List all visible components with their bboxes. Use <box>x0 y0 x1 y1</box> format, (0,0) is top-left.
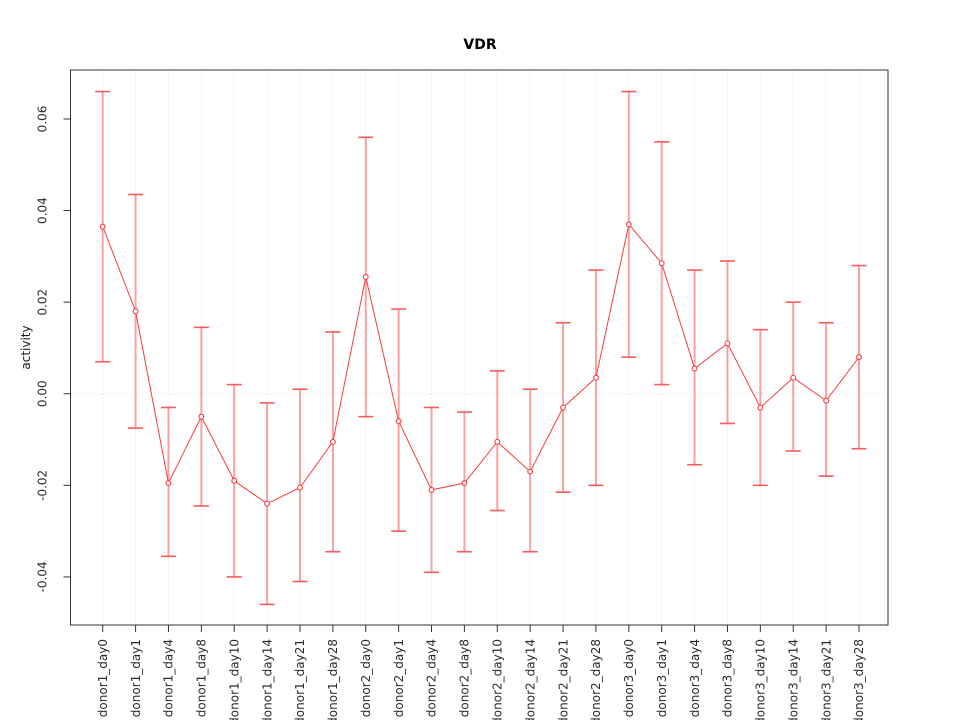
plot-frame <box>70 69 889 626</box>
x-tick-label: donor3_day8 <box>721 639 735 717</box>
point-marker <box>231 477 238 484</box>
x-tick-label: donor2_day21 <box>556 639 570 720</box>
point-marker <box>658 260 665 267</box>
point-marker <box>132 308 139 315</box>
x-tick-label: donor1_day0 <box>96 639 110 717</box>
x-tick-label: donor1_day4 <box>162 639 176 717</box>
y-tick-label: 0.04 <box>36 197 50 224</box>
x-tick-label: donor3_day1 <box>655 639 669 717</box>
point-marker <box>428 486 435 493</box>
x-tick-label: donor3_day28 <box>852 639 866 720</box>
x-tick-label: donor2_day8 <box>458 639 472 717</box>
point-marker <box>592 374 599 381</box>
x-tick-label: donor3_day14 <box>786 639 800 720</box>
point-marker <box>494 438 501 445</box>
x-tick-label: donor1_day21 <box>293 639 307 720</box>
x-tick-label: donor2_day0 <box>359 639 373 717</box>
point-marker <box>823 397 830 404</box>
point-marker <box>527 468 534 475</box>
point-marker <box>461 480 468 486</box>
x-tick-label: donor2_day10 <box>490 639 504 720</box>
y-axis-title: activity <box>19 325 33 369</box>
point-marker <box>691 365 698 372</box>
series-polyline <box>102 223 860 505</box>
plot-area: donor1_day0 donor1_day1 donor1_day4 donor1_… <box>36 69 889 720</box>
point-marker <box>264 500 271 507</box>
chart-title: VDR <box>463 37 496 53</box>
x-tick-label: donor2_day28 <box>589 639 603 720</box>
point-marker <box>856 354 862 361</box>
y-tick-label: -0.02 <box>36 470 50 501</box>
x-tick-label: donor3_day10 <box>754 639 768 720</box>
point-marker <box>297 484 303 491</box>
x-tick-label: donor2_day14 <box>523 639 537 720</box>
x-tick-label: donor1_day8 <box>195 639 209 717</box>
point-marker <box>724 340 731 347</box>
y-tick-label: 0.06 <box>36 106 50 133</box>
x-tick-label: donor3_day21 <box>819 639 833 720</box>
x-tick-label: donor1_day14 <box>260 639 274 720</box>
point-marker <box>560 404 567 411</box>
x-tick-label: donor2_day4 <box>425 639 439 717</box>
y-tick-label: 0.00 <box>36 380 50 407</box>
point-marker <box>165 480 172 486</box>
point-marker <box>99 223 106 230</box>
point-marker <box>329 438 336 445</box>
x-tick-label: donor1_day28 <box>326 639 340 720</box>
point-marker <box>362 274 369 280</box>
point-marker <box>198 413 205 420</box>
y-tick-label: 0.02 <box>36 289 50 316</box>
x-tick-label: donor3_day4 <box>688 639 702 717</box>
point-marker <box>757 404 764 411</box>
point-marker <box>625 221 632 228</box>
x-tick-label: donor2_day1 <box>392 639 406 717</box>
x-tick-label: donor1_day10 <box>227 639 241 720</box>
point-marker <box>395 418 402 425</box>
x-tick-label: donor1_day1 <box>129 639 143 717</box>
x-tick-label: donor3_day0 <box>622 639 636 717</box>
y-tick-label: -0.04 <box>36 561 50 592</box>
point-marker <box>790 374 797 381</box>
